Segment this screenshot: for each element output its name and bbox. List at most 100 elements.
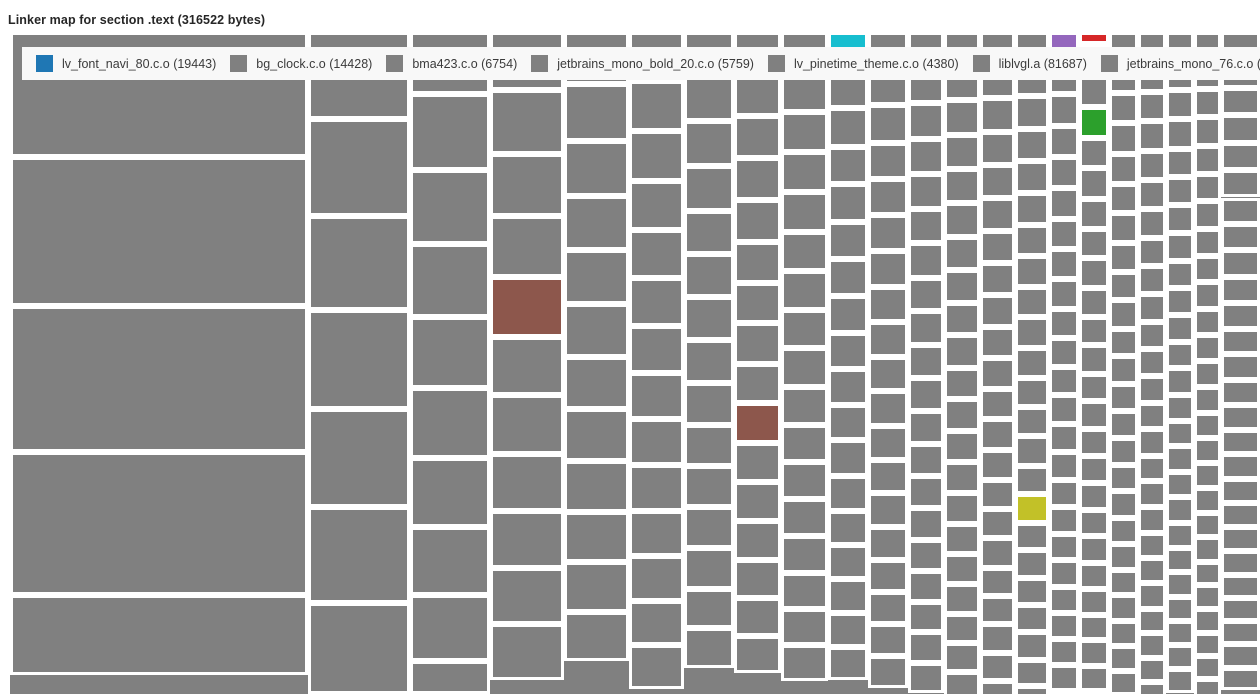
treemap-cell[interactable] bbox=[1108, 328, 1138, 357]
treemap-cell[interactable] bbox=[867, 559, 908, 593]
treemap-cell[interactable] bbox=[943, 236, 980, 270]
treemap-cell[interactable] bbox=[980, 357, 1015, 389]
treemap-cell[interactable] bbox=[1221, 302, 1260, 329]
treemap-cell[interactable] bbox=[1193, 282, 1222, 309]
treemap-cell[interactable] bbox=[490, 453, 564, 512]
treemap-cell[interactable] bbox=[1048, 94, 1079, 126]
treemap-cell[interactable] bbox=[781, 231, 828, 271]
treemap-cell[interactable] bbox=[1078, 32, 1109, 44]
treemap-cell[interactable] bbox=[1166, 522, 1194, 548]
treemap-cell[interactable] bbox=[733, 559, 782, 598]
treemap-cell[interactable] bbox=[1193, 145, 1222, 174]
treemap-cell[interactable] bbox=[1078, 373, 1109, 402]
treemap-cell[interactable] bbox=[1137, 429, 1167, 456]
treemap-cell[interactable] bbox=[1108, 670, 1138, 694]
treemap-cell[interactable] bbox=[827, 146, 868, 185]
treemap-cell[interactable] bbox=[1048, 278, 1079, 309]
treemap-cell[interactable] bbox=[1015, 128, 1049, 162]
treemap-cell[interactable] bbox=[1137, 633, 1167, 658]
treemap-cell[interactable] bbox=[1166, 497, 1194, 523]
treemap-cell[interactable] bbox=[867, 251, 908, 287]
treemap-cell[interactable] bbox=[683, 466, 734, 508]
treemap-cell[interactable] bbox=[1193, 633, 1222, 657]
treemap-cell[interactable] bbox=[943, 554, 980, 585]
treemap-cell[interactable] bbox=[683, 254, 734, 298]
treemap-cell[interactable] bbox=[827, 579, 868, 614]
treemap-cell[interactable] bbox=[10, 157, 308, 307]
treemap-cell[interactable] bbox=[733, 116, 782, 159]
treemap-cell[interactable] bbox=[907, 173, 944, 209]
treemap-cell[interactable] bbox=[490, 90, 564, 154]
treemap-cell[interactable] bbox=[781, 645, 828, 681]
treemap-cell[interactable] bbox=[10, 306, 308, 452]
treemap-cell[interactable] bbox=[307, 602, 410, 694]
treemap-cell[interactable] bbox=[943, 367, 980, 400]
treemap-cell[interactable] bbox=[980, 652, 1015, 681]
treemap-cell[interactable] bbox=[1108, 300, 1138, 329]
legend-entry[interactable]: lv_pinetime_theme.c.o (4380) bbox=[767, 55, 959, 72]
treemap-cell[interactable] bbox=[733, 443, 782, 483]
treemap-cell[interactable] bbox=[683, 424, 734, 467]
treemap-cell[interactable] bbox=[1166, 596, 1194, 622]
treemap-cell[interactable] bbox=[907, 311, 944, 346]
treemap-cell[interactable] bbox=[1048, 690, 1079, 694]
treemap-cell[interactable] bbox=[1015, 407, 1049, 437]
treemap-cell[interactable] bbox=[980, 388, 1015, 420]
treemap-cell[interactable] bbox=[410, 458, 490, 528]
treemap-cell[interactable] bbox=[1108, 464, 1138, 492]
treemap-cell[interactable] bbox=[1108, 543, 1138, 570]
treemap-cell[interactable] bbox=[563, 611, 629, 661]
treemap-cell[interactable] bbox=[1015, 224, 1049, 256]
treemap-cell[interactable] bbox=[563, 140, 629, 197]
treemap-cell[interactable] bbox=[733, 521, 782, 560]
treemap-cell[interactable] bbox=[1078, 429, 1109, 457]
treemap-cell[interactable] bbox=[1166, 572, 1194, 597]
treemap-cell[interactable] bbox=[1048, 337, 1079, 367]
treemap-cell[interactable] bbox=[907, 476, 944, 508]
treemap-cell[interactable] bbox=[733, 403, 782, 444]
treemap-cell[interactable] bbox=[490, 216, 564, 277]
treemap-cell[interactable] bbox=[1166, 205, 1194, 234]
treemap-cell[interactable] bbox=[1193, 255, 1222, 283]
treemap-cell[interactable] bbox=[1193, 537, 1222, 562]
treemap-cell[interactable] bbox=[867, 286, 908, 322]
treemap-cell[interactable] bbox=[683, 548, 734, 589]
treemap-cell[interactable] bbox=[1137, 558, 1167, 584]
treemap-cell[interactable] bbox=[563, 511, 629, 563]
treemap-cell[interactable] bbox=[1048, 249, 1079, 279]
treemap-cell[interactable] bbox=[827, 404, 868, 441]
treemap-cell[interactable] bbox=[1108, 569, 1138, 596]
treemap-cell[interactable] bbox=[1166, 368, 1194, 395]
treemap-cell[interactable] bbox=[1166, 341, 1194, 369]
treemap-cell[interactable] bbox=[943, 335, 980, 368]
treemap-cell[interactable] bbox=[943, 269, 980, 303]
treemap-cell[interactable] bbox=[1221, 276, 1260, 303]
treemap-cell[interactable] bbox=[563, 250, 629, 305]
treemap-cell[interactable] bbox=[943, 643, 980, 673]
treemap-cell[interactable] bbox=[410, 527, 490, 595]
treemap-cell[interactable] bbox=[628, 229, 684, 279]
treemap-cell[interactable] bbox=[1078, 198, 1109, 229]
treemap-cell[interactable] bbox=[1078, 316, 1109, 346]
treemap-cell[interactable] bbox=[1137, 533, 1167, 559]
treemap-cell[interactable] bbox=[1166, 288, 1194, 316]
treemap-cell[interactable] bbox=[1166, 315, 1194, 342]
treemap-cell[interactable] bbox=[781, 499, 828, 537]
treemap-cell[interactable] bbox=[1048, 126, 1079, 158]
treemap-cell[interactable] bbox=[410, 169, 490, 244]
treemap-cell[interactable] bbox=[628, 419, 684, 465]
treemap-cell[interactable] bbox=[943, 302, 980, 336]
treemap-cell[interactable] bbox=[683, 121, 734, 167]
treemap-cell[interactable] bbox=[1078, 588, 1109, 615]
treemap-cell[interactable] bbox=[1166, 668, 1194, 693]
treemap-cell[interactable] bbox=[781, 348, 828, 387]
treemap-cell[interactable] bbox=[733, 282, 782, 324]
treemap-cell[interactable] bbox=[907, 243, 944, 278]
treemap-cell[interactable] bbox=[867, 178, 908, 216]
treemap-cell[interactable] bbox=[1221, 404, 1260, 430]
treemap-cell[interactable] bbox=[943, 523, 980, 555]
treemap-cell[interactable] bbox=[867, 425, 908, 460]
treemap-cell[interactable] bbox=[980, 567, 1015, 596]
treemap-cell[interactable] bbox=[1193, 561, 1222, 586]
treemap-cell[interactable] bbox=[1078, 665, 1109, 691]
